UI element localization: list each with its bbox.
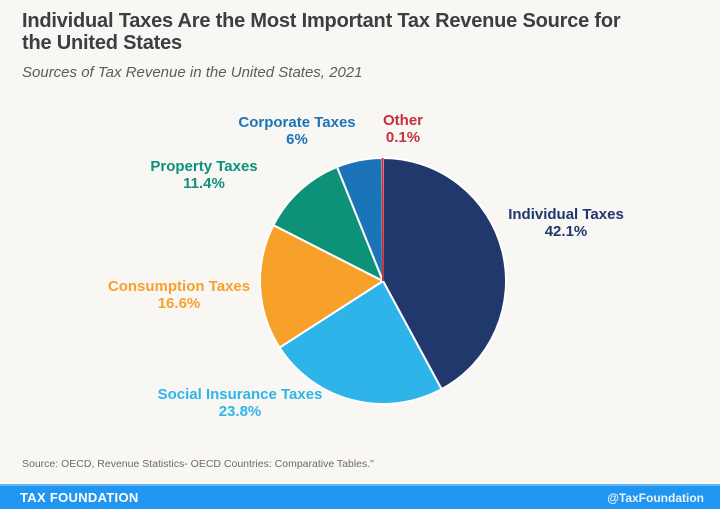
slice-label-corporate-taxes: Corporate Taxes 6% [238, 114, 355, 148]
slice-label-other: Other 0.1% [383, 112, 423, 146]
slice-label-text: Individual Taxes [508, 206, 624, 223]
pie-slice-social-insurance-taxes [278, 280, 443, 405]
brand-text: TAX FOUNDATION [20, 490, 139, 505]
slice-label-individual-taxes: Individual Taxes 42.1% [508, 206, 624, 240]
slice-label-value: 11.4% [183, 175, 225, 192]
slice-label-text: Other [382, 112, 424, 129]
twitter-handle-text: @TaxFoundation [607, 490, 704, 505]
slice-label-value: 6% [286, 131, 308, 148]
slice-label-social-insurance-taxes: Social Insurance Taxes 23.8% [158, 386, 323, 420]
source-note: Source: OECD, Revenue Statistics- OECD C… [22, 458, 374, 470]
slice-label-value: 23.8% [218, 403, 262, 420]
slice-label-value: 42.1% [544, 223, 588, 240]
slice-label-text: Social Insurance Taxes [157, 386, 323, 403]
pie-slice-individual-taxes [382, 157, 507, 391]
slice-label-text: Corporate Taxes [238, 114, 356, 131]
footer-bar: TAX FOUNDATION @TaxFoundation [0, 484, 720, 509]
slice-label-text: Property Taxes [150, 158, 258, 175]
pie-slice-property-taxes [272, 165, 384, 282]
slice-label-property-taxes: Property Taxes 11.4% [150, 158, 257, 192]
slice-label-consumption-taxes: Consumption Taxes 16.6% [108, 278, 250, 312]
chart-subtitle: Sources of Tax Revenue in the United Sta… [22, 64, 363, 81]
slice-label-value: 0.1% [385, 129, 421, 146]
slice-label-text: Consumption Taxes [107, 278, 251, 295]
pie-slice-corporate-taxes [336, 157, 384, 282]
chart-title: Individual Taxes Are the Most Important … [22, 10, 621, 54]
slice-label-value: 16.6% [157, 295, 201, 312]
pie-slice-consumption-taxes [259, 224, 384, 349]
